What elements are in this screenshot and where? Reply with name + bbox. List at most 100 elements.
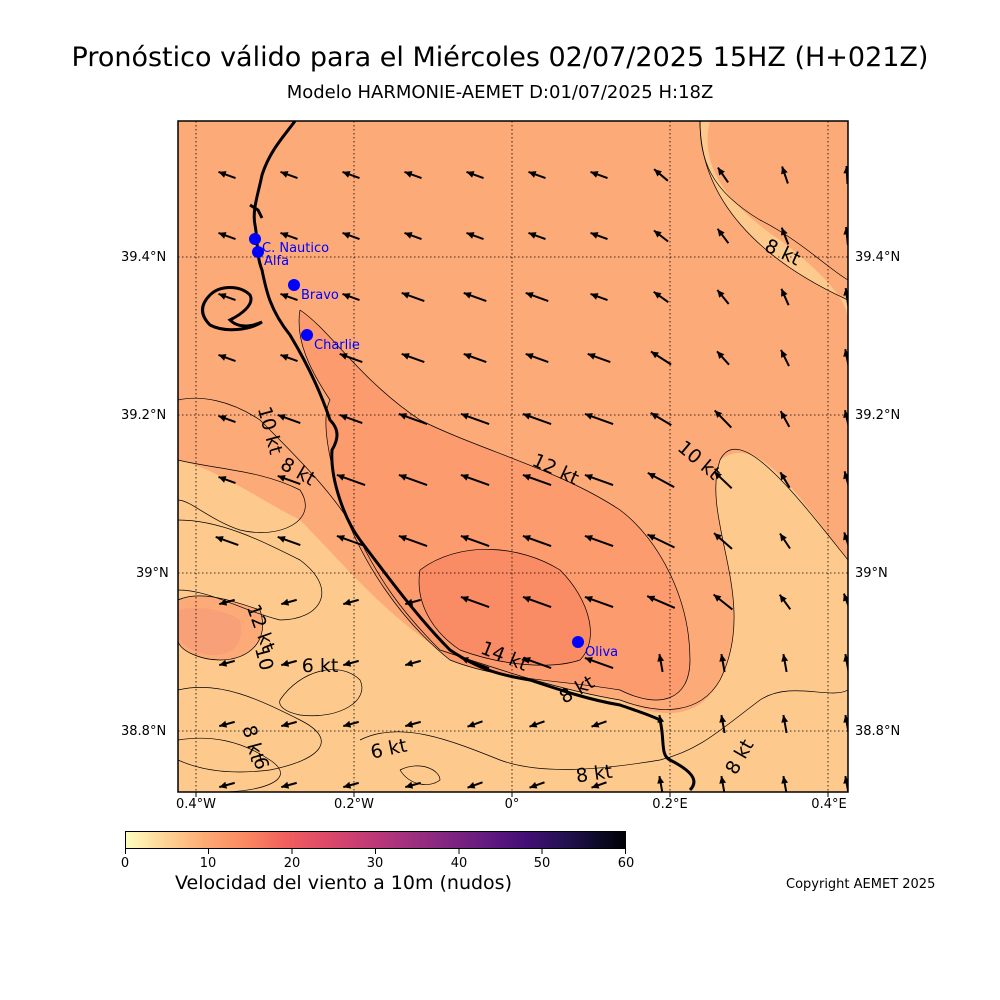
wind-arrow-head [525, 353, 534, 360]
wind-arrow-head [405, 598, 414, 606]
wind-arrow-head [219, 659, 228, 667]
station-label: Oliva [585, 645, 618, 660]
lat-label-left: 39.2°N [121, 408, 167, 423]
wind-arrow-head [713, 594, 722, 602]
station-marker [252, 246, 264, 258]
wind-arrow-head [398, 413, 407, 420]
wind-arrow-head [650, 351, 659, 359]
station-label: Bravo [301, 288, 339, 303]
wind-arrow-head [528, 171, 537, 178]
wind-arrow-head [281, 598, 290, 606]
lat-label-left: 38.8°N [121, 724, 167, 739]
wind-arrow-head [522, 535, 531, 542]
station-marker [301, 329, 313, 341]
wind-arrow-head [280, 232, 289, 239]
lat-label-right: 39°N [855, 566, 888, 581]
wind-arrow-head [781, 349, 788, 358]
wind-arrow-head [343, 781, 352, 789]
wind-arrow-head [281, 781, 290, 789]
wind-arrow-head [654, 169, 662, 177]
lat-label-right: 38.8°N [855, 724, 901, 739]
wind-arrow-head [342, 293, 351, 300]
wind-arrow-head [404, 232, 413, 239]
wind-arrow-head [463, 292, 472, 299]
axis-ticks [195, 792, 829, 797]
wind-arrow-head [653, 291, 662, 299]
wind-arrow-head [714, 471, 722, 480]
wind-arrow-head [719, 715, 727, 723]
wind-arrow-head [590, 293, 599, 300]
lon-label: 0.2°W [333, 797, 375, 812]
wind-arrow-head [529, 782, 538, 789]
station-marker [249, 233, 261, 245]
wind-arrow-head [843, 288, 848, 296]
wind-arrow-head [584, 474, 593, 481]
wind-arrow-head [281, 659, 290, 667]
station-marker [572, 636, 584, 648]
wind-arrow-head [219, 781, 228, 789]
wind-arrow-head [460, 413, 469, 420]
contour-label: 6 kt [302, 655, 339, 677]
wind-arrow-head [647, 472, 656, 480]
wind-arrow-head [218, 354, 227, 361]
wind-arrow-head [463, 353, 472, 360]
wind-arrow-head [280, 354, 289, 361]
wind-arrow-head [343, 598, 352, 606]
wind-arrow-head [219, 720, 228, 728]
wind-arrow-head [529, 721, 538, 728]
station-label: Alfa [264, 254, 289, 269]
page-title: Pronóstico válido para el Miércoles 02/0… [71, 42, 929, 73]
lon-label: 0.4°W [175, 797, 217, 812]
lon-label: 0.2°E [652, 797, 688, 812]
wind-arrow-head [590, 232, 599, 239]
speed-fill-high [299, 310, 690, 700]
wind-arrow-head [522, 657, 531, 664]
station-group: C. Nautico Alfa Bravo Charlie Oliva [249, 233, 618, 660]
wind-arrow-head [653, 230, 662, 238]
wind-arrow-head [336, 474, 345, 481]
wind-arrow-head [339, 353, 348, 360]
wind-arrow-head [781, 166, 788, 175]
station-marker [288, 279, 300, 291]
wind-arrow-head [343, 659, 352, 667]
colorbar-tick: 30 [366, 856, 384, 871]
wind-arrow-head [719, 654, 727, 662]
wind-arrow-head [277, 414, 286, 421]
speed-fill-peak-sw [178, 608, 242, 655]
wind-arrow-head [781, 654, 789, 662]
wind-arrow-head [405, 659, 414, 667]
wind-arrow-head [584, 596, 593, 603]
colorbar-tick: 10 [199, 856, 217, 871]
wind-arrow-head [342, 232, 351, 239]
colorbar-tick: 0 [120, 856, 130, 871]
wind-arrow-head [342, 171, 351, 178]
contour-label: 8 kt [575, 761, 614, 788]
wind-arrow-head [717, 351, 725, 359]
wind-arrow-head [781, 715, 789, 723]
wind-arrow-head [398, 474, 407, 481]
wind-arrow-head [779, 594, 787, 603]
colorbar-tick-marks [125, 849, 626, 854]
speed-fill-mid [178, 121, 848, 714]
wind-arrow-head [591, 782, 600, 789]
colorbar-tick: 60 [617, 856, 635, 871]
map-frame [177, 120, 849, 793]
wind-arrow-head [657, 654, 665, 662]
wind-arrow-head [460, 474, 469, 481]
wind-arrow-head [467, 782, 476, 789]
wind-arrow-head [780, 533, 787, 542]
wind-arrow-head [460, 657, 469, 664]
wind-arrow-head [466, 171, 475, 178]
wind-arrow-head [717, 167, 725, 176]
lat-label-left: 39.4°N [121, 250, 167, 265]
wind-arrow-head [590, 171, 599, 178]
wind-arrow-head [218, 293, 227, 300]
wind-arrow-head [781, 227, 788, 236]
wind-arrow-head [714, 410, 723, 418]
wind-arrow-head [780, 411, 788, 420]
lat-label-right: 39.4°N [855, 250, 901, 265]
wind-arrow-head [843, 410, 848, 418]
wind-arrow-head [528, 232, 537, 239]
lon-label: 0.4°E [811, 797, 847, 812]
wind-arrow-head [405, 781, 414, 789]
